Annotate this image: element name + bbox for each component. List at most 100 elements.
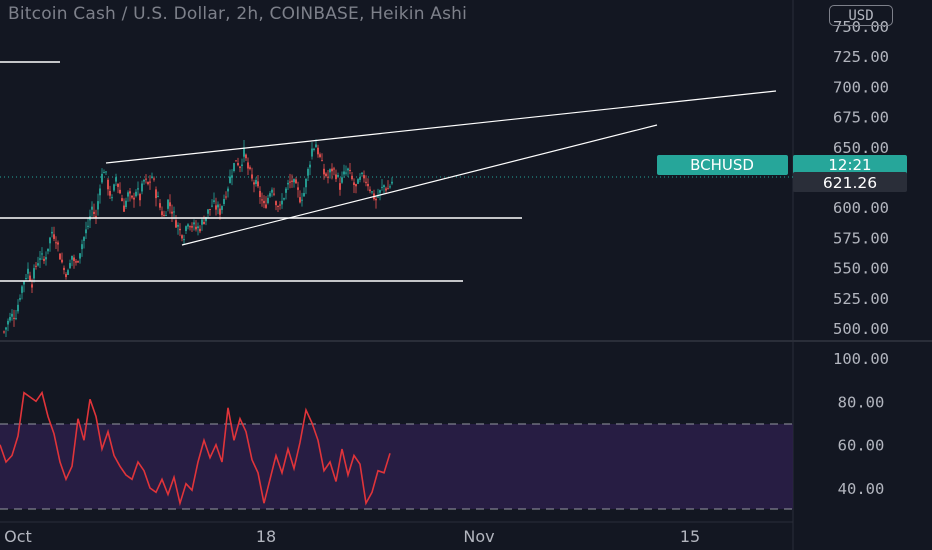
last-price-label: 621.26 [823,174,877,192]
candle-body [375,198,377,201]
candle-body [189,226,191,228]
candle-body [187,224,189,227]
candle-body [199,228,201,232]
candle-body [253,182,255,185]
candle-body [185,226,187,232]
candle-body [243,147,245,157]
wedge-upper-trendline[interactable] [105,90,777,164]
candle-body [129,191,131,194]
candle-body [3,331,5,333]
candle-body [241,164,243,166]
candle-body [257,181,259,187]
candle-body [201,219,203,225]
candle-body [263,200,265,204]
currency-button[interactable]: USD [829,5,893,26]
rsi-axis[interactable]: 100.00 80.00 60.00 40.00 [833,350,889,498]
price-tick-label: 550.00 [833,260,889,278]
candle-body [77,261,79,263]
candle-body [145,178,147,180]
candle-body [239,166,241,168]
candle-body [115,177,117,182]
candle-body [177,224,179,227]
candle-body [11,313,13,317]
candle-body [281,200,283,205]
candle-body [323,168,325,175]
candle-body [349,169,351,171]
candle-body [159,203,161,208]
candle-body [45,257,47,260]
candle-body [191,226,193,228]
candle-body [309,164,311,168]
candle-body [313,148,315,150]
candle-body [379,190,381,193]
candle-body [255,180,257,185]
price-tick-label: 650.00 [833,139,889,157]
rsi-tick-label: 40.00 [838,480,885,498]
candle-body [5,327,7,330]
candle-body [245,154,247,159]
candle-body [97,201,99,210]
candle-body [125,200,127,208]
candle-body [327,176,329,178]
candle-body [223,198,225,205]
candle-body [311,148,313,157]
time-label-18: 18 [256,527,276,546]
candle-body [219,208,221,215]
candle-body [297,187,299,190]
candle-body [81,244,83,250]
candle-body [265,204,267,208]
candle-body [237,163,239,166]
candle-body [19,298,21,300]
price-tick-label: 700.00 [833,78,889,96]
candle-body [75,261,77,263]
candle-body [211,205,213,207]
candle-body [41,253,43,255]
candle-body [213,200,215,202]
candle-body [233,163,235,172]
candle-body [117,183,119,187]
candle-body [161,211,163,216]
candle-body [67,270,69,275]
candle-body [275,201,277,206]
candle-body [169,202,171,207]
candle-body [181,235,183,239]
candle-body [267,197,269,204]
candle-body [73,257,75,261]
candle-body [319,154,321,157]
drawings-group[interactable] [0,61,777,282]
candle-body [111,197,113,199]
countdown-badge-bg [793,155,907,175]
candle-body [289,181,291,183]
candle-body [113,184,115,191]
wedge-lower-trendline[interactable] [181,124,658,246]
time-label-15: 15 [680,527,700,546]
candle-body [33,268,35,279]
ticker-badge-bg [657,155,788,175]
candle-body [343,171,345,175]
candle-body [23,281,25,285]
candle-body [337,175,339,177]
ticker-badge: BCHUSD 12:21 621.26 [657,155,907,192]
candle-body [351,175,353,180]
candle-body [381,186,383,188]
candle-body [205,216,207,222]
candle-body [85,229,87,234]
candle-body [261,199,263,201]
candle-body [365,181,367,183]
price-tick-label: 675.00 [833,109,889,127]
candle-body [391,181,393,184]
candle-body [137,188,139,190]
candle-body [21,286,23,293]
candle-body [345,172,347,174]
candle-body [357,179,359,184]
candle-body [7,320,9,325]
candle-body [333,168,335,170]
candle-body [133,197,135,200]
candle-body [305,179,307,188]
rsi-line [0,390,391,507]
candle-body [27,268,29,274]
candle-body [217,204,219,208]
candle-body [197,226,199,229]
candle-body [301,199,303,201]
